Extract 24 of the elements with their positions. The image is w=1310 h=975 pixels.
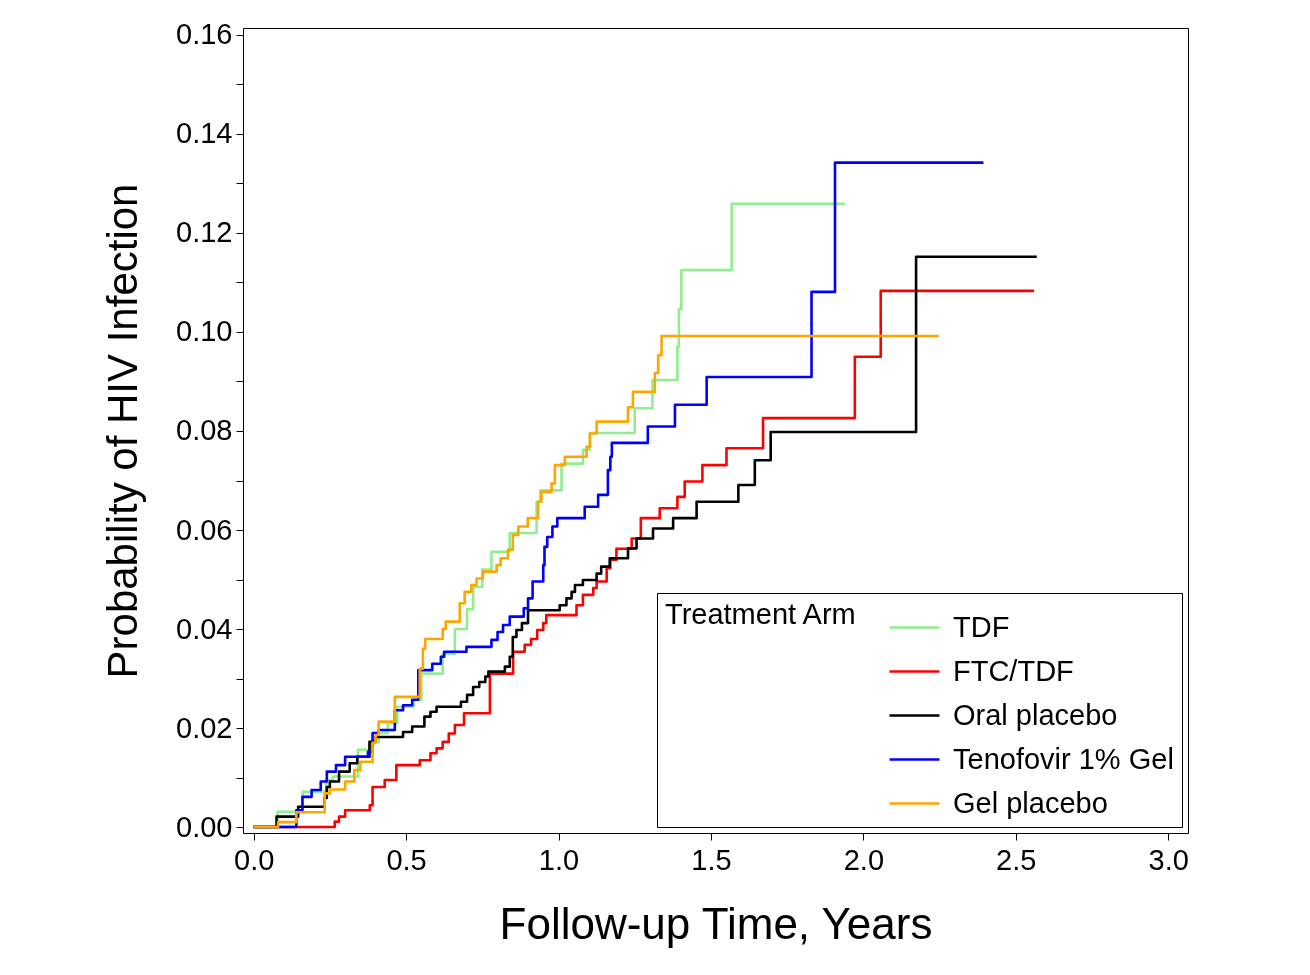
y-tick-label: 0.14 xyxy=(176,117,233,150)
legend-label: Gel placebo xyxy=(953,786,1108,819)
x-tick-label: 0.0 xyxy=(234,843,275,876)
y-tick-label: 0.16 xyxy=(176,18,233,51)
y-tick-label: 0.02 xyxy=(176,711,233,744)
x-tick-label: 1.0 xyxy=(538,843,580,876)
y-tick-label: 0.00 xyxy=(176,810,233,843)
legend-label: Oral placebo xyxy=(953,698,1118,731)
y-tick-label: 0.08 xyxy=(176,414,233,447)
y-axis-title: Probability of HIV Infection xyxy=(99,183,147,679)
x-tick-label: 3.0 xyxy=(1148,843,1189,876)
x-axis-title: Follow-up Time, Years xyxy=(499,898,933,948)
x-tick-label: 0.5 xyxy=(386,843,427,876)
y-tick-label: 0.06 xyxy=(176,513,233,546)
legend-label: TDF xyxy=(953,610,1010,643)
legend-label: FTC/TDF xyxy=(953,654,1074,687)
y-tick-label: 0.10 xyxy=(176,315,233,348)
y-tick-label: 0.12 xyxy=(176,216,233,249)
x-tick-label: 1.5 xyxy=(691,843,732,876)
legend-title: Treatment Arm xyxy=(665,598,856,630)
y-tick-label: 0.04 xyxy=(176,612,233,645)
legend-label: Tenofovir 1% Gel xyxy=(953,742,1174,775)
x-tick-label: 2.5 xyxy=(996,843,1037,876)
x-tick-label: 2.0 xyxy=(843,843,885,876)
